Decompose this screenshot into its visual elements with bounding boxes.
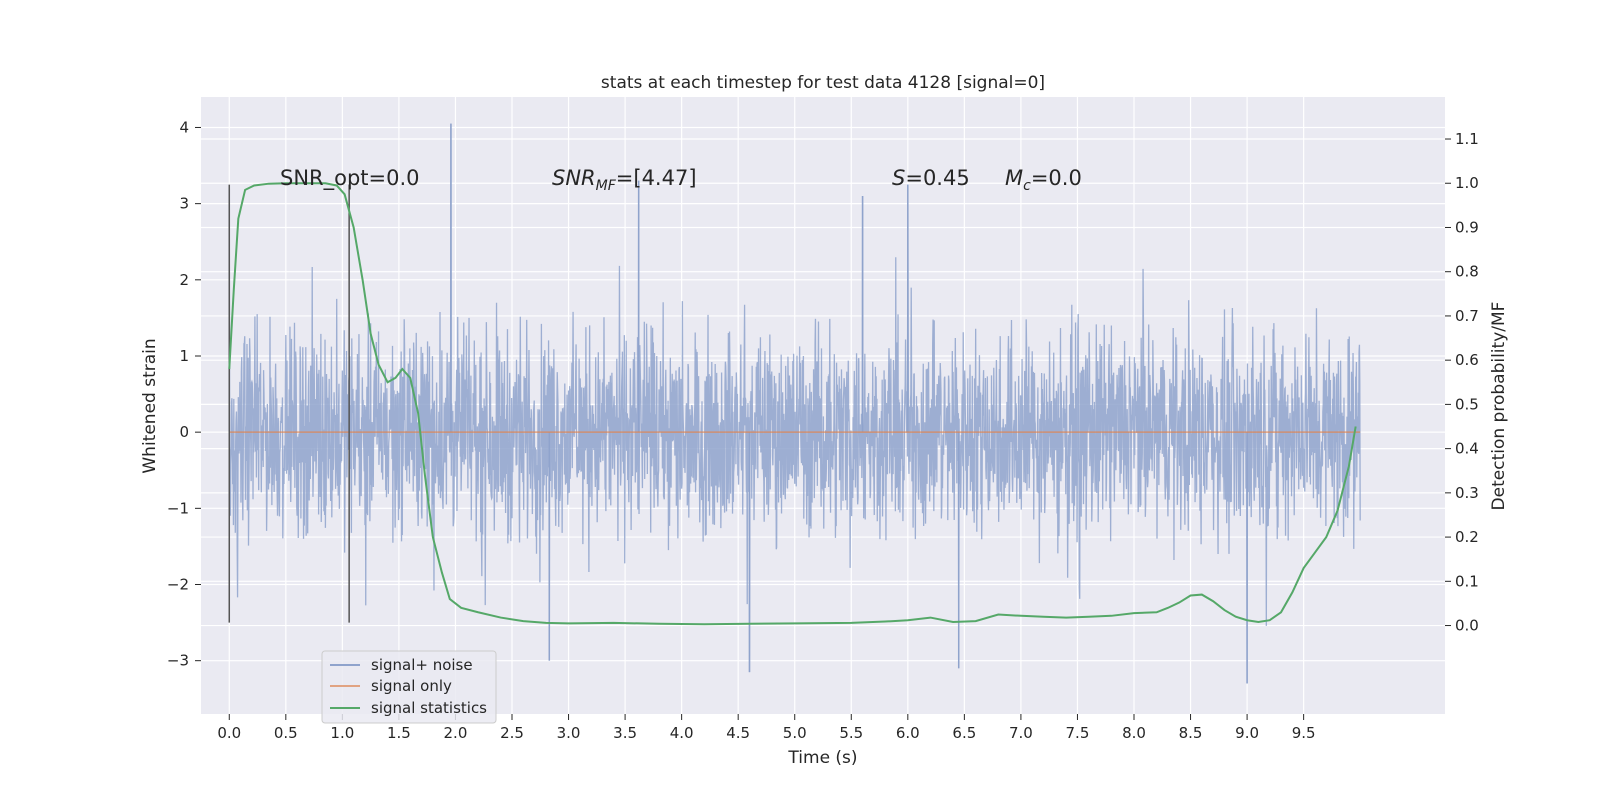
legend-label-signal-statistics: signal statistics: [371, 699, 487, 717]
y-right-tick-label-2: 0.2: [1455, 528, 1479, 546]
x-tick-label-12: 6.0: [896, 724, 920, 742]
x-tick-label-4: 2.0: [444, 724, 468, 742]
annotation-snr-mf-symbol: SNR: [552, 166, 596, 190]
annotation-snr-mf-subscript: MF: [596, 178, 617, 194]
y-axis-label-right: Detection probability/MF: [1489, 302, 1509, 511]
x-tick-label-14: 7.0: [1009, 724, 1033, 742]
y-right-tick-label-7: 0.7: [1455, 307, 1479, 325]
y-left-tick-label-2: −1: [167, 499, 189, 517]
y-right-tick-label-11: 1.1: [1455, 130, 1479, 148]
annotation-mc-symbol: M: [1005, 166, 1023, 190]
x-tick-label-3: 1.5: [387, 724, 411, 742]
annotation-s-symbol: S: [892, 166, 905, 190]
y-right-tick-label-0: 0.0: [1455, 617, 1479, 635]
y-left-tick-label-7: 4: [179, 118, 189, 136]
signal-statistics-line: [228, 182, 1357, 626]
annotation-snr-opt: SNR_opt=0.0: [280, 166, 420, 191]
x-tick-label-7: 3.5: [613, 724, 637, 742]
annotations: SNR_opt=0.0 SNRMF=[4.47] S=0.45 Mc=0.0: [280, 166, 1082, 194]
y-right-tick-label-6: 0.6: [1455, 351, 1479, 369]
vertical-markers: [228, 184, 350, 623]
grid: [201, 97, 1445, 714]
x-tick-label-19: 9.5: [1292, 724, 1316, 742]
annotation-mc: Mc=0.0: [1005, 166, 1082, 194]
ticks: 0.0 0.5 1.0 1.5 2.0 2.5 3.0 3.5 4.0 4.5 5.0 5.5 6.0 6…: [167, 118, 1479, 742]
x-tick-label-1: 0.5: [274, 724, 298, 742]
y-axis-label-left: Whitened strain: [140, 338, 160, 473]
y-right-tick-label-8: 0.8: [1455, 263, 1479, 281]
x-tick-label-2: 1.0: [330, 724, 354, 742]
annotation-snr-mf-value: =[4.47]: [616, 166, 697, 190]
y-left-tick-label-5: 2: [179, 271, 189, 289]
x-axis-label: Time (s): [787, 748, 857, 768]
annotation-s-value: =0.45: [905, 166, 969, 190]
legend: signal+ noise signal only signal statist…: [321, 650, 497, 724]
x-tick-label-0: 0.0: [217, 724, 241, 742]
x-tick-label-15: 7.5: [1066, 724, 1090, 742]
x-tick-label-11: 5.5: [839, 724, 863, 742]
y-left-tick-label-0: −3: [167, 652, 189, 670]
x-tick-label-9: 4.5: [726, 724, 750, 742]
legend-box: [321, 650, 497, 724]
x-tick-label-16: 8.0: [1122, 724, 1146, 742]
y-right-tick-label-1: 0.1: [1455, 572, 1479, 590]
x-tick-label-8: 4.0: [670, 724, 694, 742]
y-right-tick-label-5: 0.5: [1455, 395, 1479, 413]
y-left-tick-label-1: −2: [167, 576, 189, 594]
y-right-tick-label-9: 0.9: [1455, 218, 1479, 236]
signal-plus-noise-line: [228, 123, 1361, 684]
y-right-tick-label-4: 0.4: [1455, 440, 1479, 458]
annotation-s: S=0.45: [892, 166, 970, 190]
y-left-tick-label-3: 0: [179, 423, 189, 441]
x-tick-label-5: 2.5: [500, 724, 524, 742]
x-tick-label-13: 6.5: [952, 724, 976, 742]
x-tick-label-17: 8.5: [1179, 724, 1203, 742]
annotation-mc-subscript: c: [1023, 178, 1031, 194]
x-tick-label-18: 9.0: [1235, 724, 1259, 742]
series-signal-statistics: [228, 182, 1357, 626]
legend-label-signal-only: signal only: [371, 677, 452, 695]
chart-title: stats at each timestep for test data 412…: [601, 73, 1045, 93]
y-left-tick-label-6: 3: [179, 195, 189, 213]
annotation-snr-mf: SNRMF=[4.47]: [552, 166, 697, 194]
annotation-mc-value: =0.0: [1031, 166, 1082, 190]
legend-label-signal-plus-noise: signal+ noise: [371, 656, 473, 674]
y-right-tick-label-3: 0.3: [1455, 484, 1479, 502]
x-tick-label-6: 3.0: [557, 724, 581, 742]
y-left-tick-label-4: 1: [179, 347, 189, 365]
x-tick-label-10: 5.0: [783, 724, 807, 742]
y-right-tick-label-10: 1.0: [1455, 174, 1479, 192]
